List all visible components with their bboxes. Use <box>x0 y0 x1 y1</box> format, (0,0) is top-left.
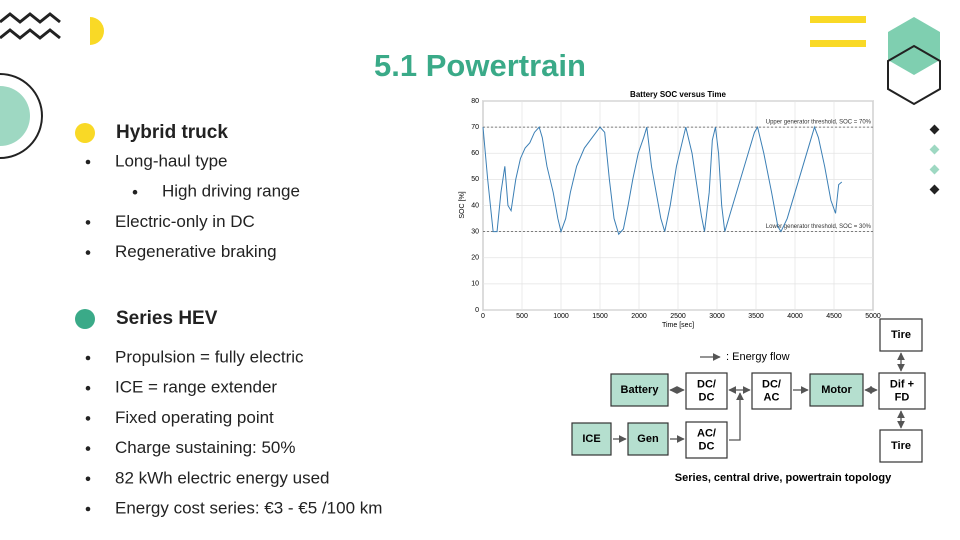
y-tick-label: 10 <box>471 281 479 288</box>
diagram-caption: Series, central drive, powertrain topolo… <box>675 472 892 484</box>
diagram-node <box>879 318 923 352</box>
y-tick-label: 70 <box>471 124 479 131</box>
diagram-node <box>571 422 612 456</box>
y-axis-label: SOC [%] <box>459 191 466 218</box>
y-tick-label: 50 <box>471 176 479 183</box>
diagram-node <box>685 421 728 459</box>
diagram-node <box>751 372 792 410</box>
y-tick-label: 40 <box>471 202 479 209</box>
x-axis-label: Time [sec] <box>662 322 694 329</box>
node-label: Battery <box>621 384 660 396</box>
bullet-dot <box>85 476 91 482</box>
diagram-node <box>685 372 728 410</box>
x-tick-label: 1500 <box>592 313 608 320</box>
x-tick-label: 2000 <box>631 313 647 320</box>
y-tick-label: 60 <box>471 150 479 157</box>
node-label: DC/ <box>697 378 716 390</box>
node-label: DC/ <box>762 378 781 390</box>
x-tick-label: 4500 <box>826 313 842 320</box>
bullet-dot <box>85 385 91 391</box>
node-label: AC/ <box>697 427 716 439</box>
x-tick-label: 3000 <box>709 313 725 320</box>
heading-marker <box>75 123 95 143</box>
bullet-dot <box>132 189 138 195</box>
bullet-text: Charge sustaining: 50% <box>115 438 296 457</box>
series-line <box>482 125 843 236</box>
bullet-dot <box>85 446 91 451</box>
bullet-text: Regenerative braking <box>115 242 277 261</box>
y-tick-label: 20 <box>471 255 479 262</box>
connectors <box>613 352 905 443</box>
heading-marker <box>75 309 95 329</box>
bullet-text: Electric-only in DC <box>115 212 255 231</box>
bullet-dot <box>85 159 91 165</box>
bullet-dot <box>85 250 91 255</box>
node-label: DC <box>699 440 715 452</box>
decoration <box>0 12 941 195</box>
node-label: Tire <box>891 440 911 452</box>
chart-title: Battery SOC versus Time <box>630 90 726 99</box>
bullet-text: Long-haul type <box>115 151 227 170</box>
node-label: AC <box>764 391 780 403</box>
node-label: Gen <box>637 433 659 445</box>
x-tick-label: 4000 <box>787 313 803 320</box>
x-tick-label: 500 <box>516 313 528 320</box>
annotation: Lower generator threshold, SOC = 30% <box>766 224 872 230</box>
node-label: Motor <box>821 384 852 396</box>
node-label: FD <box>895 391 910 403</box>
diagram-node <box>627 422 669 456</box>
x-tick-label: 2500 <box>670 313 686 320</box>
node-label: Dif + <box>890 378 914 390</box>
node-label: ICE <box>582 433 600 445</box>
x-tick-label: 3500 <box>748 313 764 320</box>
bullet-text: Propulsion = fully electric <box>115 347 304 366</box>
diagram-node <box>879 429 923 463</box>
slide-title: 5.1 Powertrain <box>374 48 586 83</box>
bullet-text: ICE = range extender <box>115 378 277 397</box>
bullet-text: 82 kWh electric energy used <box>115 468 330 487</box>
bullet-dot <box>85 355 91 361</box>
legend-text: : Energy flow <box>726 351 790 363</box>
bullet-dot <box>85 506 91 512</box>
section-heading: Series HEV <box>116 308 218 329</box>
bullet-text: High driving range <box>162 182 300 201</box>
annotation: Upper generator threshold, SOC = 70% <box>766 120 872 126</box>
bullet-dot <box>85 220 91 225</box>
node-label: DC <box>699 391 715 403</box>
diagram-node <box>610 373 669 407</box>
diagram-node <box>809 373 864 407</box>
section-heading: Hybrid truck <box>116 122 228 143</box>
bullet-dot <box>85 416 91 421</box>
y-tick-label: 80 <box>471 98 479 105</box>
bullet-text: Fixed operating point <box>115 408 274 427</box>
x-tick-label: 5000 <box>865 313 881 320</box>
bullet-text: Energy cost series: €3 - €5 /100 km <box>115 498 382 517</box>
x-tick-label: 1000 <box>553 313 569 320</box>
y-tick-label: 30 <box>471 228 479 235</box>
diagram-node <box>878 372 926 410</box>
node-label: Tire <box>891 329 911 341</box>
y-tick-label: 0 <box>475 307 479 314</box>
x-tick-label: 0 <box>481 313 485 320</box>
